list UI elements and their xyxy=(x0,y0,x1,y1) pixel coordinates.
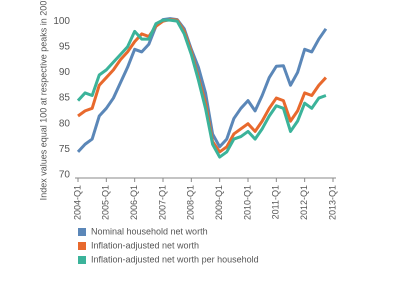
x-tick-label: 2004-Q1 xyxy=(72,185,82,220)
y-tick-label: 80 xyxy=(59,118,71,129)
line xyxy=(76,17,328,153)
y-tick-label: 100 xyxy=(53,16,70,27)
x-tick-label: 2005-Q1 xyxy=(101,185,111,220)
y-tick-label: 85 xyxy=(59,93,71,104)
x-tick-label: 2010-Q1 xyxy=(242,185,252,220)
y-tick-label: 75 xyxy=(59,144,71,155)
x-tick-label: 2006-Q1 xyxy=(129,185,139,220)
legend-swatch xyxy=(78,228,86,236)
legend-swatch xyxy=(78,256,86,264)
legend-label: Inflation-adjusted net worth per househo… xyxy=(91,254,259,264)
x-tick-label: 2011-Q1 xyxy=(271,185,281,219)
y-tick-label: 70 xyxy=(59,170,71,181)
y-tick-label: 90 xyxy=(59,67,71,78)
y-axis-label: Index values equal 100 at respective pea… xyxy=(38,0,48,200)
legend-swatch xyxy=(78,242,86,250)
legend-label: Inflation-adjusted net worth xyxy=(91,240,199,250)
x-tick-label: 2008-Q1 xyxy=(186,185,196,220)
x-tick-label: 2007-Q1 xyxy=(157,185,167,220)
y-tick-label: 95 xyxy=(59,41,71,52)
line xyxy=(76,18,327,159)
x-tick-label: 2009-Q1 xyxy=(214,185,224,220)
line xyxy=(77,18,328,154)
x-tick-label: 2013-Q1 xyxy=(327,185,337,220)
x-tick-label: 2012-Q1 xyxy=(299,185,309,220)
legend-label: Nominal household net worth xyxy=(91,226,208,236)
